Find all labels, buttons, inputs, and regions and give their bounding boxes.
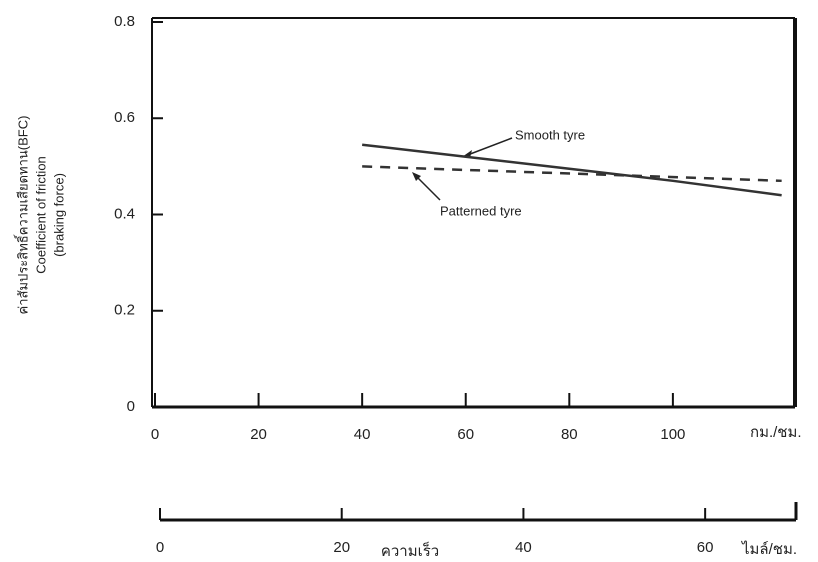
x-tick-label: 60 <box>457 426 474 443</box>
x-tick-label: 20 <box>250 426 267 443</box>
y-tick-label: 0.2 <box>114 302 135 319</box>
series-line <box>362 165 782 183</box>
y-axis-title: ค่าสัมประสิทธิ์ความเสียดทาน(BFC) Coeffic… <box>13 116 66 315</box>
x2-tick-label: 20 <box>333 539 350 556</box>
y-label-line: Coefficient of friction <box>33 156 48 274</box>
x2-tick-label: 0 <box>156 539 164 556</box>
x2-tick-label: 40 <box>515 539 532 556</box>
annotation: Smooth tyre <box>515 127 585 142</box>
x-unit: กม./ชม. <box>750 424 802 441</box>
x-tick-label: 0 <box>151 426 159 443</box>
x2-axis-title: ความเร็ว <box>381 541 439 560</box>
y-tick-label: 0.6 <box>114 109 135 126</box>
y-label-line: (braking force) <box>51 173 66 257</box>
arrow <box>464 137 513 157</box>
annotation: Patterned tyre <box>440 203 522 218</box>
x-tick-label: 40 <box>354 426 371 443</box>
x2-tick-label: 60 <box>697 539 714 556</box>
x-tick-label: 80 <box>561 426 578 443</box>
y-tick-label: 0.8 <box>114 13 135 30</box>
x-tick-label: 100 <box>660 426 685 443</box>
y-label-line: ค่าสัมประสิทธิ์ความเสียดทาน(BFC) <box>13 116 30 315</box>
y-tick-label: 0 <box>127 398 135 415</box>
x2-unit: ไมล์/ชม. <box>741 540 797 558</box>
arrow <box>414 174 441 201</box>
series-line <box>362 143 782 197</box>
arrowhead <box>412 172 421 181</box>
y-tick-label: 0.4 <box>114 205 135 222</box>
